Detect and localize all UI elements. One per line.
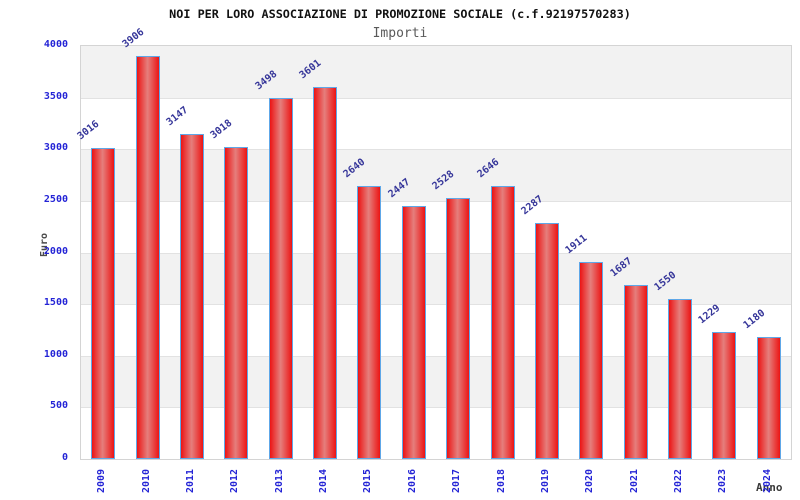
bar <box>490 185 515 459</box>
y-tick-label: 500 <box>49 400 68 412</box>
x-tick-label: 2012 <box>229 468 241 494</box>
grid-line <box>81 200 791 202</box>
plot-area <box>80 45 792 460</box>
x-tick-label: 2011 <box>184 468 196 494</box>
bar <box>401 206 426 459</box>
bar <box>179 134 204 459</box>
bar <box>135 55 160 459</box>
y-tick-label: 4000 <box>43 39 68 50</box>
bar <box>623 284 648 459</box>
y-tick-label: 2500 <box>43 193 68 205</box>
grid-line <box>81 149 791 151</box>
x-tick-label: 2023 <box>717 468 729 494</box>
bar <box>668 298 693 459</box>
grid-line <box>81 407 791 409</box>
x-tick-label: 2024 <box>761 468 773 494</box>
x-tick-label: 2018 <box>495 468 507 494</box>
x-tick-label: 2010 <box>140 468 152 494</box>
x-tick-label: 2015 <box>362 468 374 494</box>
bar <box>579 261 604 459</box>
bar <box>224 147 249 459</box>
grid-line <box>81 355 791 357</box>
bar <box>91 147 116 459</box>
grid-line <box>81 97 791 99</box>
y-tick-label: 1000 <box>43 348 68 360</box>
x-tick-label: 2021 <box>628 468 640 494</box>
bar <box>446 197 471 459</box>
bar <box>756 337 781 459</box>
x-tick-label: 2013 <box>273 468 285 494</box>
x-tick-label: 2017 <box>451 468 463 494</box>
bar <box>313 87 338 459</box>
bar <box>712 332 737 459</box>
grid-line <box>81 304 791 306</box>
x-axis-label: Anno <box>756 481 783 494</box>
x-tick-label: 2016 <box>406 468 418 494</box>
y-tick-label: 3500 <box>43 90 68 102</box>
y-tick-label: 0 <box>61 452 68 463</box>
bar <box>268 97 293 459</box>
y-tick-label: 3000 <box>43 142 68 154</box>
chart-subtitle: Importi <box>372 26 428 41</box>
x-tick-label: 2022 <box>673 468 685 494</box>
x-tick-label: 2014 <box>318 468 330 494</box>
x-tick-label: 2019 <box>539 468 551 494</box>
x-tick-label: 2020 <box>584 468 596 494</box>
x-tick-label: 2009 <box>96 468 108 494</box>
y-tick-label: 2000 <box>43 245 68 257</box>
grid-band <box>81 46 791 98</box>
chart-title: NOI PER LORO ASSOCIAZIONE DI PROMOZIONE … <box>169 7 631 21</box>
bar <box>357 186 382 459</box>
bar <box>534 222 559 459</box>
y-tick-label: 1500 <box>43 297 68 309</box>
grid-line <box>81 252 791 254</box>
